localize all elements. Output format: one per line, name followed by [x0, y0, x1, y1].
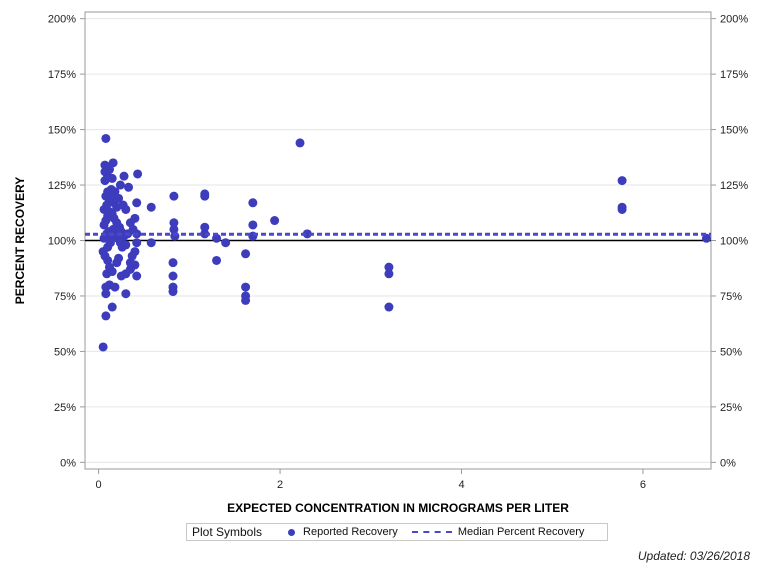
data-point — [116, 271, 126, 281]
data-point — [98, 342, 108, 352]
legend-item-median-percent-recovery: Median Percent Recovery — [457, 526, 585, 538]
x-tick-labels: 0 2 4 6 — [96, 479, 646, 491]
data-point — [121, 204, 131, 214]
data-point — [146, 202, 156, 212]
y-tick-label: 200% — [48, 14, 76, 26]
data-point — [270, 216, 280, 226]
data-point — [248, 220, 258, 230]
y-tick-label: 150% — [48, 125, 76, 137]
data-point — [617, 204, 627, 214]
data-point — [132, 198, 142, 208]
x-tick-label: 0 — [96, 479, 102, 491]
data-point — [114, 253, 124, 263]
y-tick-labels-left: 0% 25% 50% 75% 100% 125% 150% 175% 200% — [48, 14, 76, 470]
data-points — [98, 133, 711, 352]
median-dashed-line-icon — [411, 531, 452, 533]
y-tick-label-right: 175% — [720, 69, 748, 81]
data-point — [241, 295, 251, 305]
y-tick-label: 175% — [48, 69, 76, 81]
y-axis-title: PERCENT RECOVERY — [13, 177, 27, 305]
data-point — [200, 189, 210, 199]
y-tick-label: 125% — [48, 180, 76, 192]
legend: Plot Symbols Reported Recovery Median Pe… — [186, 523, 608, 541]
data-point — [132, 271, 142, 281]
data-point — [384, 262, 394, 272]
gridlines — [80, 18, 716, 474]
data-point — [133, 169, 143, 179]
data-point — [248, 198, 258, 208]
y-tick-label: 0% — [60, 457, 76, 469]
data-point — [212, 255, 222, 265]
updated-timestamp: Updated: 03/26/2018 — [637, 549, 750, 563]
data-point — [241, 282, 251, 292]
data-point — [221, 238, 231, 248]
data-point — [121, 240, 131, 250]
data-point — [114, 193, 124, 203]
data-point — [169, 218, 179, 228]
data-point — [108, 158, 118, 168]
data-point — [115, 180, 125, 190]
data-point — [101, 133, 111, 143]
data-point — [384, 269, 394, 279]
x-axis-title: EXPECTED CONCENTRATION IN MICROGRAMS PER… — [227, 501, 569, 515]
y-tick-label: 75% — [54, 291, 76, 303]
data-point — [100, 160, 110, 170]
data-point — [169, 224, 179, 234]
y-tick-label-right: 0% — [720, 457, 736, 469]
data-point — [146, 238, 156, 248]
data-point — [121, 289, 131, 299]
data-point — [110, 187, 120, 197]
x-tick-label: 4 — [458, 479, 464, 491]
data-point — [168, 258, 178, 268]
y-tick-label-right: 150% — [720, 125, 748, 137]
data-point — [617, 176, 627, 186]
data-point — [200, 229, 210, 239]
data-point — [212, 233, 222, 243]
y-tick-label-right: 25% — [720, 402, 742, 414]
y-tick-label-right: 50% — [720, 346, 742, 358]
data-point — [302, 229, 312, 239]
y-tick-label-right: 125% — [720, 180, 748, 192]
data-point — [107, 302, 117, 312]
y-tick-label-right: 75% — [720, 291, 742, 303]
legend-item-reported-recovery: Reported Recovery — [303, 526, 398, 538]
data-point — [701, 233, 711, 243]
data-point — [132, 238, 142, 248]
data-point — [105, 238, 115, 248]
legend-title: Plot Symbols — [192, 525, 263, 539]
data-point — [168, 271, 178, 281]
data-point — [110, 282, 120, 292]
data-point — [130, 213, 140, 223]
data-point — [169, 191, 179, 201]
data-point — [119, 171, 129, 181]
x-tick-label: 6 — [640, 479, 646, 491]
data-point — [168, 287, 178, 297]
x-tick-label: 2 — [277, 479, 283, 491]
data-point — [384, 302, 394, 312]
y-tick-label: 25% — [54, 402, 76, 414]
y-tick-label: 50% — [54, 346, 76, 358]
y-tick-labels-right: 0% 25% 50% 75% 100% 125% 150% 175% 200% — [720, 14, 748, 470]
data-point — [200, 222, 210, 232]
y-tick-label-right: 100% — [720, 236, 748, 248]
data-point — [241, 249, 251, 259]
data-point — [101, 311, 111, 321]
reported-recovery-marker-icon — [288, 528, 296, 536]
y-tick-label: 100% — [48, 236, 76, 248]
data-point — [124, 182, 134, 192]
data-point — [107, 267, 117, 277]
y-tick-label-right: 200% — [720, 14, 748, 26]
data-point — [295, 138, 305, 148]
data-point — [107, 173, 117, 183]
data-point — [101, 289, 111, 299]
